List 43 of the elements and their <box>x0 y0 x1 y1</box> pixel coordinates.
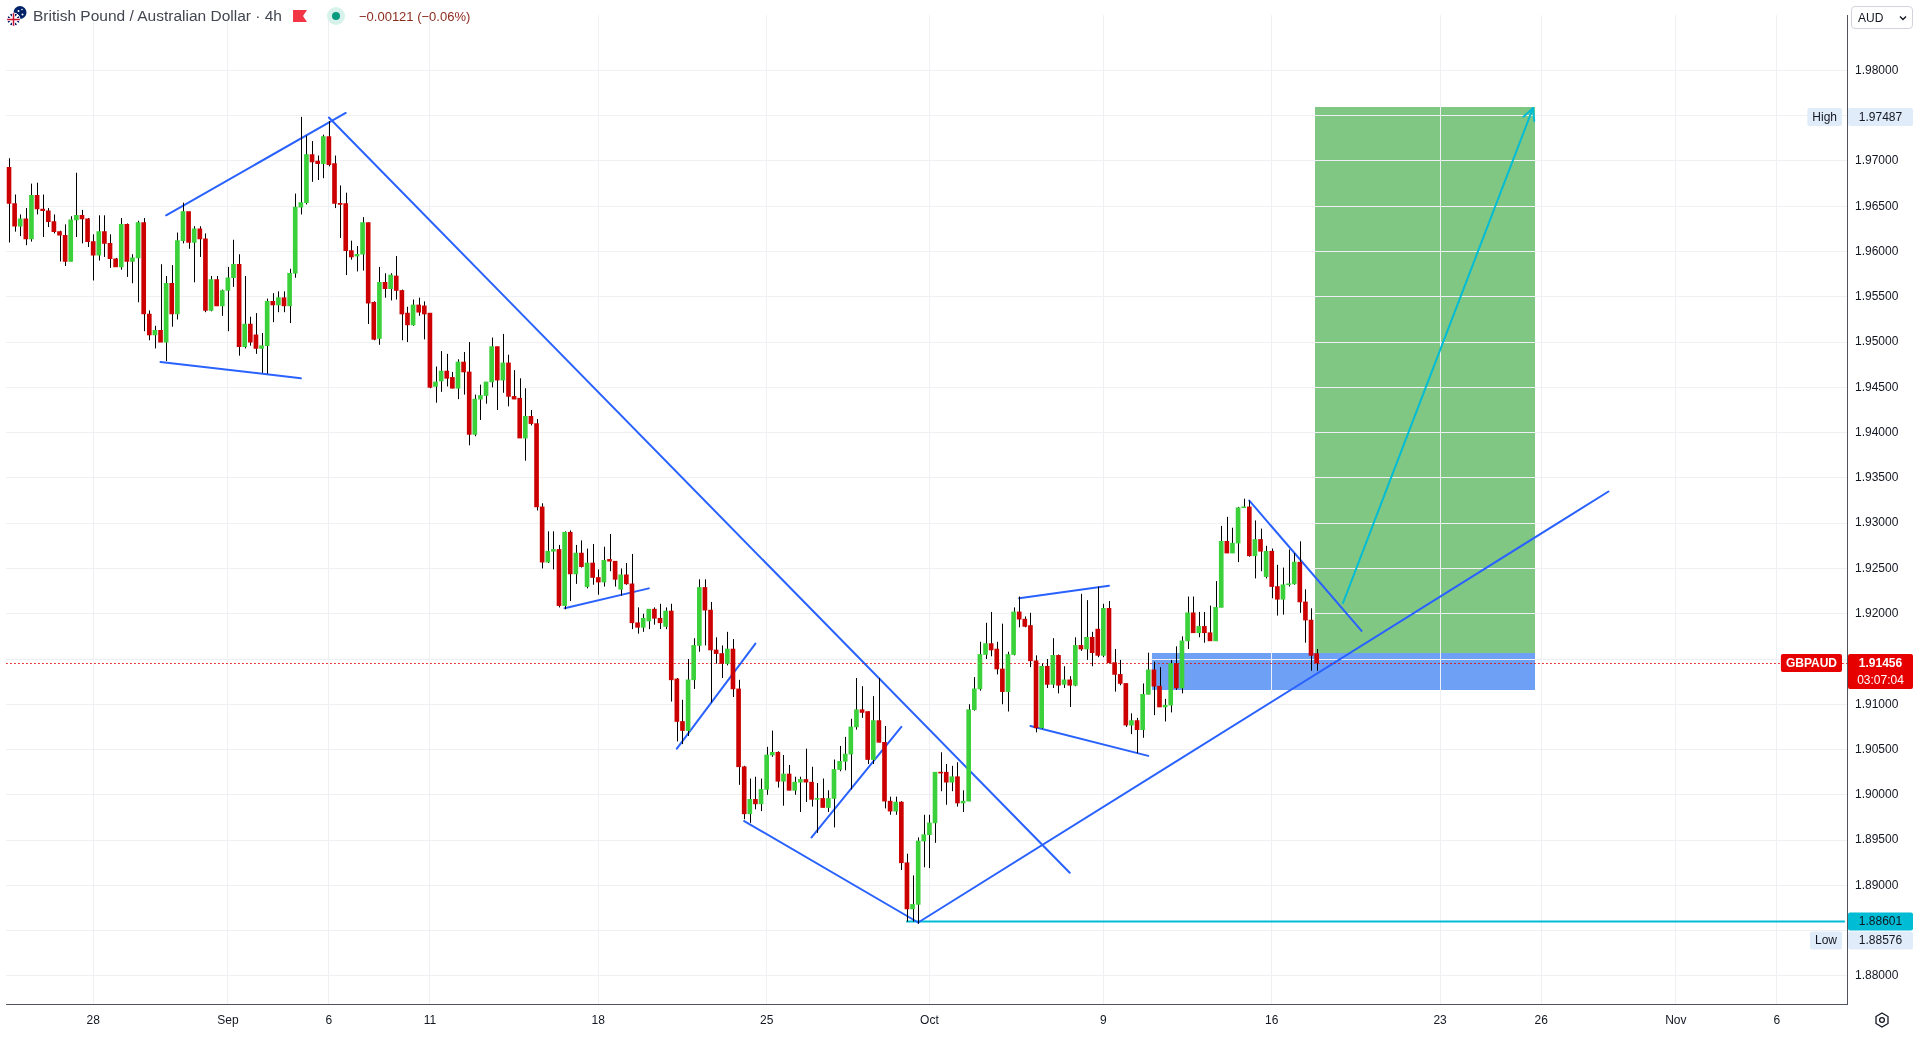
y-tick-label: 1.93000 <box>1855 515 1899 530</box>
y-tick-label: 1.90000 <box>1855 787 1899 802</box>
y-tick-label: 1.92000 <box>1855 606 1899 621</box>
y-tick-label: 1.97000 <box>1855 153 1899 168</box>
text: 1.91456 <box>1858 655 1903 670</box>
x-tick-label: Oct <box>920 1012 940 1027</box>
y-axis-title: AUD <box>1858 10 1884 25</box>
text: 03:07:04 <box>1857 672 1905 687</box>
y-tick-label: 1.89000 <box>1855 877 1899 892</box>
y-tick-label: 1.93500 <box>1855 470 1899 485</box>
x-tick-label: 25 <box>759 1012 774 1027</box>
y-tick-label: 1.92500 <box>1855 560 1899 575</box>
data-label: 1.88601 <box>1858 914 1903 929</box>
x-tick-label: 16 <box>1265 1012 1279 1027</box>
y-tick-label: 1.94500 <box>1855 379 1899 394</box>
chart-title: British Pound / Australian Dollar · 4h <box>33 7 282 25</box>
y-tick-label: 1.90500 <box>1855 741 1899 756</box>
text: 1.97487 <box>1858 109 1903 124</box>
y-tick-label: 1.91000 <box>1855 696 1899 711</box>
y-tick-label: 1.89500 <box>1855 832 1899 847</box>
chart-subtitle: −0.00121 (−0.06%) <box>358 8 471 24</box>
x-tick-label: 11 <box>423 1012 437 1027</box>
x-tick-label: 23 <box>1433 1012 1448 1027</box>
annotation: Low <box>1814 933 1838 948</box>
y-tick-label: 1.96000 <box>1855 243 1899 258</box>
x-tick-label: Nov <box>1665 1012 1687 1027</box>
x-tick-label: 6 <box>1773 1012 1781 1027</box>
ref-line-label: GBPAUD <box>1785 655 1838 670</box>
annotation: High <box>1812 109 1837 124</box>
x-tick-label: 9 <box>1100 1012 1108 1027</box>
x-tick-label: Sep <box>217 1012 239 1027</box>
y-tick-label: 1.88000 <box>1855 968 1899 983</box>
y-tick-label: 1.95000 <box>1855 334 1899 349</box>
text: 1.88576 <box>1858 933 1903 948</box>
x-tick-label: 6 <box>325 1012 333 1027</box>
dropdown: AUD <box>1851 6 1913 29</box>
y-tick-label: 1.95500 <box>1855 289 1899 304</box>
y-tick-label: 1.96500 <box>1855 198 1899 213</box>
x-tick-label: 28 <box>86 1012 101 1027</box>
y-tick-label: 1.94000 <box>1855 424 1899 439</box>
x-tick-label: 18 <box>591 1012 606 1027</box>
y-tick-label: 1.98000 <box>1855 62 1899 77</box>
x-tick-label: 26 <box>1534 1012 1549 1027</box>
